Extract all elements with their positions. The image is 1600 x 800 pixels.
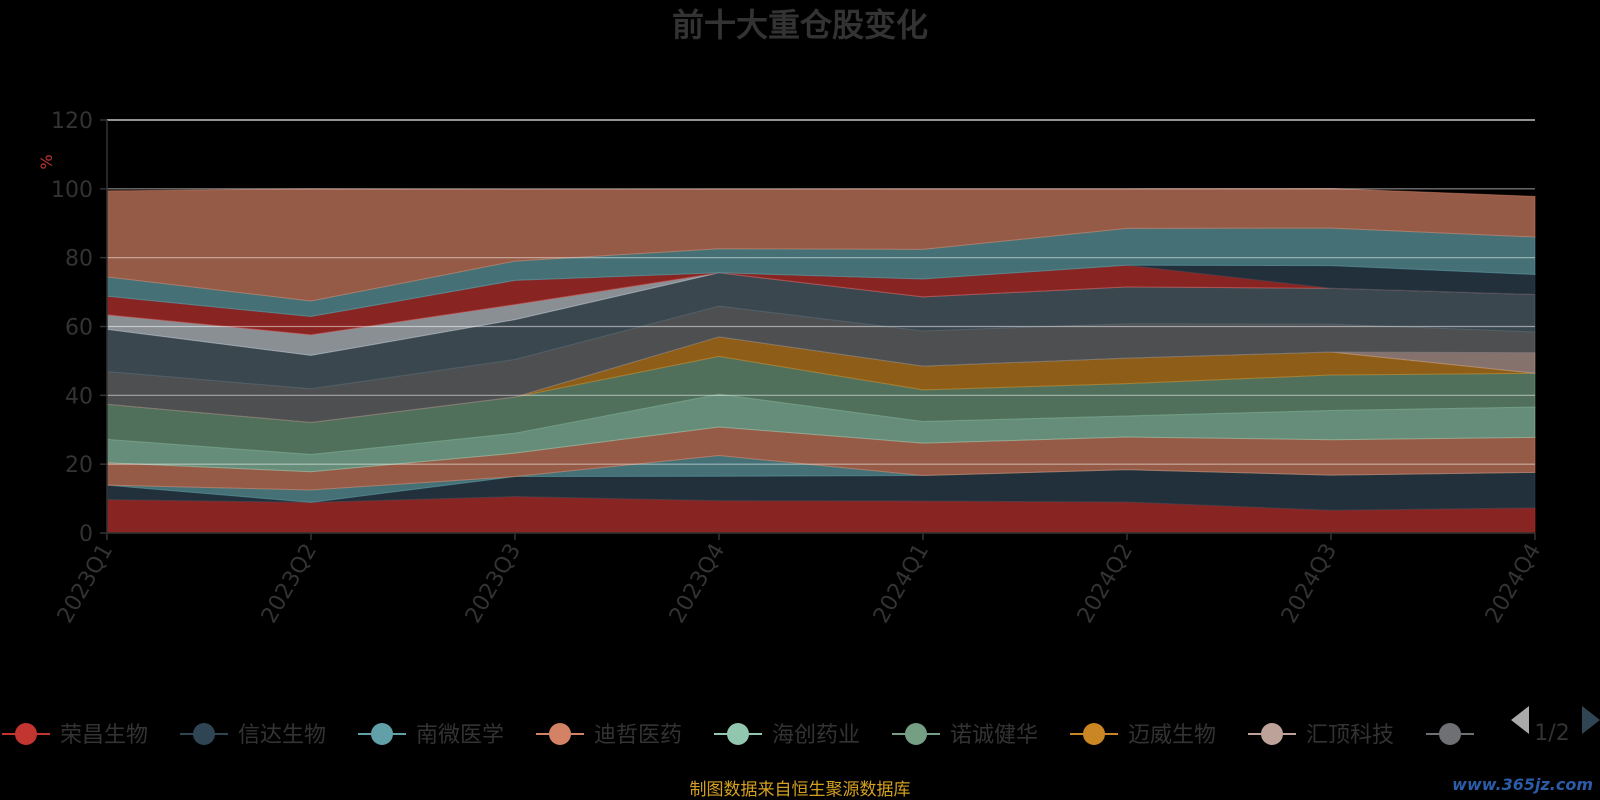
y-tick-label: 100 xyxy=(51,178,93,203)
legend-label: 汇顶科技 xyxy=(1306,723,1394,748)
legend-item[interactable]: 信达生物 xyxy=(180,723,326,748)
legend-marker xyxy=(371,723,393,745)
chart-title: 前十大重仓股变化 xyxy=(672,6,928,44)
source-note: 制图数据来自恒生聚源数据库 xyxy=(690,780,911,800)
x-tick-label: 2023Q3 xyxy=(461,540,526,628)
y-tick-label: 120 xyxy=(51,109,93,134)
x-tick-label: 2024Q4 xyxy=(1481,540,1546,628)
x-tick-label: 2024Q3 xyxy=(1277,540,1342,628)
x-tick-label: 2023Q4 xyxy=(665,540,730,628)
y-tick-label: 40 xyxy=(65,384,93,409)
y-tick-label: 60 xyxy=(65,316,93,341)
grid-overlay xyxy=(107,119,1535,465)
y-tick-label: 20 xyxy=(65,453,93,478)
legend-label: 南微医学 xyxy=(416,723,504,748)
x-tick-label: 2024Q1 xyxy=(869,540,934,628)
legend-label: 荣昌生物 xyxy=(60,723,148,748)
legend-marker xyxy=(1083,723,1105,745)
legend-label: 海创药业 xyxy=(772,723,860,748)
legend-marker xyxy=(905,723,927,745)
legend: 荣昌生物 信达生物 南微医学 迪哲医药 海创药业 诺诚健华 迈威生物 汇顶科技 百济神州 xyxy=(2,723,1572,748)
legend-item[interactable]: 荣昌生物 xyxy=(2,723,148,748)
legend-item[interactable]: 汇顶科技 xyxy=(1248,723,1394,748)
legend-item[interactable]: 迪哲医药 xyxy=(536,723,682,748)
legend-label: 信达生物 xyxy=(238,723,326,748)
legend-label: 迈威生物 xyxy=(1128,723,1216,748)
x-tick-label: 2023Q1 xyxy=(53,540,118,628)
legend-items: 荣昌生物 信达生物 南微医学 迪哲医药 海创药业 诺诚健华 迈威生物 汇顶科技 百济神州 xyxy=(2,723,1572,748)
legend-item[interactable]: 海创药业 xyxy=(714,723,860,748)
y-tick-label: 0 xyxy=(79,522,93,547)
legend-label: 迪哲医药 xyxy=(594,723,682,748)
legend-prev-page-button[interactable] xyxy=(1511,706,1529,734)
legend-marker xyxy=(15,723,37,745)
legend-item[interactable]: 百济神州 xyxy=(1426,723,1572,748)
legend-marker xyxy=(549,723,571,745)
y-axis-unit: % xyxy=(37,154,56,169)
legend-marker xyxy=(1261,723,1283,745)
legend-marker xyxy=(193,723,215,745)
y-tick-label: 80 xyxy=(65,247,93,272)
legend-pager: 1/2 xyxy=(1511,706,1600,746)
series-area-15[interactable] xyxy=(106,187,1536,302)
legend-item[interactable]: 诺诚健华 xyxy=(892,723,1038,748)
legend-item[interactable]: 迈威生物 xyxy=(1070,723,1216,748)
legend-page-label: 1/2 xyxy=(1534,721,1569,746)
watermark: www.365jz.com xyxy=(1452,775,1593,794)
legend-next-page-button[interactable] xyxy=(1582,706,1600,734)
x-tick-label: 2023Q2 xyxy=(257,540,322,628)
series-areas xyxy=(106,187,1536,534)
x-tick-label: 2024Q2 xyxy=(1073,540,1138,628)
legend-marker xyxy=(727,723,749,745)
legend-marker xyxy=(1439,723,1461,745)
legend-label: 诺诚健华 xyxy=(950,723,1038,748)
legend-item[interactable]: 南微医学 xyxy=(358,723,504,748)
